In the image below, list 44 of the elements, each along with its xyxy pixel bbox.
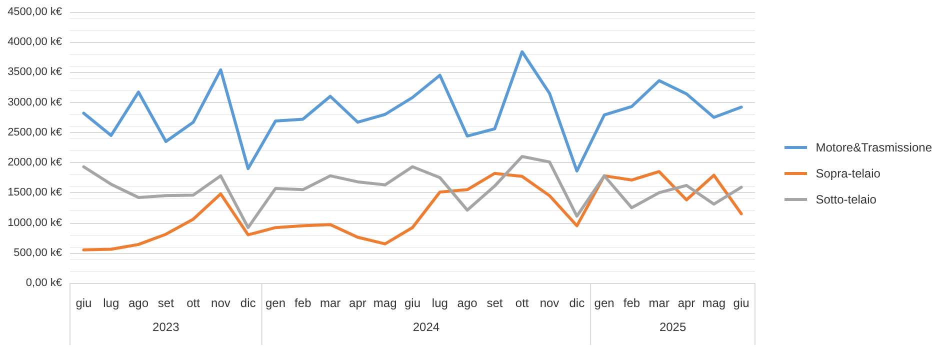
x-tick-label: ott: [515, 296, 530, 310]
x-tick-label: ott: [186, 296, 201, 310]
x-tick-label: mar: [320, 296, 341, 310]
x-tick-label: mag: [702, 296, 726, 310]
x-tick-label: nov: [211, 296, 230, 310]
text: 2024: [412, 320, 440, 334]
y-tick-label: 0,00 k€: [26, 277, 62, 289]
x-tick-label: giu: [733, 296, 750, 310]
y-tick-label: 4500,00 k€: [8, 6, 62, 18]
x-tick-label: ago: [128, 296, 149, 310]
line-series: [82, 50, 743, 172]
y-tick-label: 2000,00 k€: [8, 156, 62, 169]
y-tick-label: 3500,00 k€: [8, 66, 62, 78]
x-tick-label: gen: [265, 296, 286, 310]
x-tick-label: ago: [457, 296, 478, 310]
x-tick-label: feb: [294, 296, 312, 310]
x-tick-label: feb: [623, 296, 640, 310]
y-tick-label: 2500,00 k€: [8, 126, 62, 138]
x-tick-label: dic: [569, 296, 585, 310]
x-tick-label: giu: [76, 296, 92, 310]
y-tick-label: 500,00 k€: [14, 246, 62, 259]
y-tick-label: 4000,00 k€: [8, 36, 62, 48]
legend-label: Sotto-telaio: [816, 192, 877, 206]
x-tick-label: lug: [103, 296, 120, 310]
x-tick-label: mag: [373, 296, 397, 310]
x-tick-label: nov: [540, 296, 560, 310]
x-tick-label: giu: [404, 296, 421, 310]
text: 2025: [659, 320, 686, 334]
x-tick-label: lug: [432, 296, 448, 310]
text: 2023: [152, 320, 180, 334]
x-tick-label: mar: [648, 296, 670, 310]
x-tick-label: dic: [240, 296, 256, 310]
y-tick-label: 1500,00 k€: [8, 186, 62, 199]
x-tick-label: apr: [678, 296, 696, 310]
x-tick-label: set: [486, 296, 504, 310]
legend-label: Sopra-telaio: [816, 166, 881, 180]
line-series: [82, 170, 743, 252]
x-tick-label: gen: [594, 296, 614, 310]
x-tick-label: set: [158, 296, 175, 310]
y-tick-label: 3000,00 k€: [8, 96, 62, 108]
y-tick-label: 1000,00 k€: [8, 216, 62, 229]
legend-label: Motore&Trasmissione: [816, 140, 932, 154]
line-series: [82, 155, 743, 230]
x-tick-label: apr: [349, 296, 366, 310]
